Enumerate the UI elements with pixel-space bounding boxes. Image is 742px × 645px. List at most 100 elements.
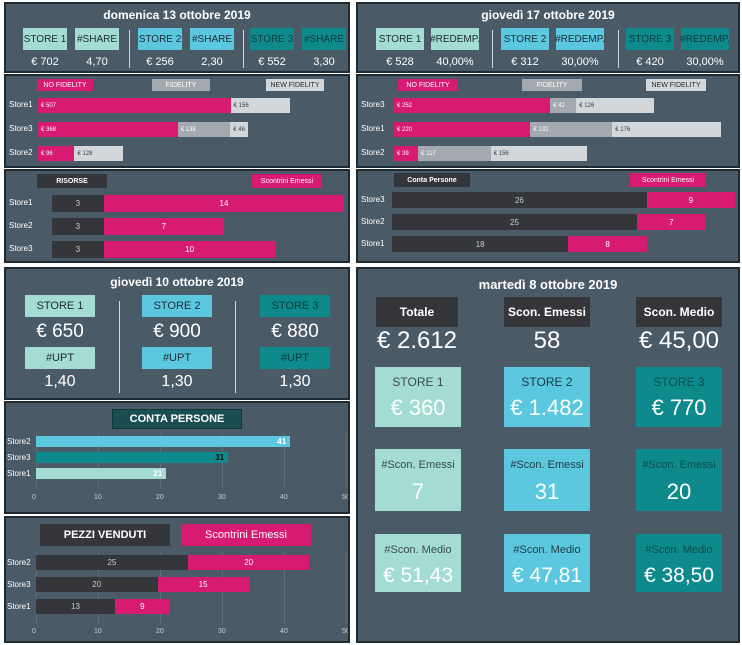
bar-primary[interactable]: 18 (392, 236, 568, 252)
legend-conta-persone[interactable]: Conta Persone (394, 173, 470, 187)
bar-primary[interactable]: 3 (52, 218, 104, 235)
scon-emessi-value: 58 (492, 327, 602, 355)
legend-new-fidelity[interactable]: NEW FIDELITY (646, 79, 706, 91)
panel-giovedi-10: giovedì 10 ottobre 2019 STORE 1 € 650 #U… (4, 267, 350, 400)
store2-amount: € 312 (497, 56, 553, 68)
legend-no-fidelity[interactable]: NO FIDELITY (37, 79, 93, 91)
tick-label: 20 (156, 628, 164, 635)
bar-scontrini[interactable]: 20 (188, 555, 310, 570)
bar-no[interactable]: € 507 (38, 98, 231, 113)
bar-no[interactable]: € 252 (394, 98, 550, 113)
bar-no[interactable]: € 368 (38, 122, 178, 137)
bar-fid[interactable]: € 42 (550, 98, 576, 113)
bar-scontrini[interactable]: 9 (115, 599, 170, 614)
row-label: Store1 (361, 239, 385, 248)
bar-primary[interactable]: 3 (52, 195, 104, 212)
store1-amount: € 702 (17, 56, 73, 68)
bar-scontrini[interactable]: 15 (158, 577, 249, 592)
bar-scontrini[interactable]: 9 (647, 192, 735, 208)
bar-pezzi[interactable]: 25 (36, 555, 188, 570)
bar-scontrini[interactable]: 7 (104, 218, 224, 235)
bar-pezzi[interactable]: 20 (36, 577, 158, 592)
legend-no-fidelity[interactable]: NO FIDELITY (398, 79, 458, 91)
row-label: Store2 (9, 148, 33, 157)
panel-title: martedì 8 ottobre 2019 (358, 277, 738, 292)
upt-tile[interactable]: #UPT (25, 347, 95, 369)
legend-new-fidelity[interactable]: NEW FIDELITY (266, 79, 324, 91)
store1-tile[interactable]: STORE 1 (376, 28, 424, 50)
store3-redemp: 30,00% (677, 56, 733, 68)
upt-tile[interactable]: #UPT (260, 347, 330, 369)
bar-fid[interactable]: € 117 (418, 146, 491, 161)
redemp-tile[interactable]: #REDEMP. (431, 28, 479, 50)
scon-emessi-label[interactable]: Scon. Emessi (504, 297, 590, 327)
bar-scontrini[interactable]: 14 (104, 195, 345, 212)
legend-risorse[interactable]: RISORSE (37, 174, 107, 188)
separator (119, 301, 120, 393)
share-tile[interactable]: #SHARE (75, 28, 119, 50)
bar-conta[interactable]: 41 (36, 436, 290, 447)
bar-fid[interactable]: € 138 (178, 122, 230, 137)
emessi-label: #Scon. Emessi (636, 459, 722, 471)
store1-upt: 1,40 (15, 373, 105, 391)
conta-persone-title[interactable]: CONTA PERSONE (112, 409, 242, 429)
pezzi-venduti-chart: PEZZI VENDUTI Scontrini Emessi 0 10 20 30 40… (4, 516, 350, 643)
bar-scontrini[interactable]: 10 (104, 241, 276, 258)
bar-primary[interactable]: 26 (392, 192, 647, 208)
medio-value: € 47,81 (500, 564, 594, 588)
legend-scontrini[interactable]: Scontrini Emessi (252, 174, 322, 188)
store1-share: 4,70 (69, 56, 125, 68)
store3-tile[interactable]: STORE 3 (626, 28, 674, 50)
bar-new[interactable]: € 156 (491, 146, 588, 161)
tick-label: 0 (32, 628, 36, 635)
share-tile[interactable]: #SHARE (190, 28, 234, 50)
fidelity-chart-1: NO FIDELITY FIDELITY NEW FIDELITY Store1… (4, 74, 350, 168)
separator (129, 30, 130, 68)
row-label: Store3 (7, 580, 31, 589)
legend-scontrini[interactable]: Scontrini Emessi (630, 173, 706, 187)
gridline (346, 433, 347, 487)
row-label: Store2 (361, 217, 385, 226)
store2-tile[interactable]: STORE 2 (142, 295, 212, 317)
tick-label: 50 (342, 628, 350, 635)
store3-tile[interactable]: STORE 3 (260, 295, 330, 317)
bar-primary[interactable]: 3 (52, 241, 104, 258)
store1-tile[interactable]: STORE 1 (23, 28, 67, 50)
store2-tile[interactable]: STORE 2 (138, 28, 182, 50)
bar-no[interactable]: € 39 (394, 146, 418, 161)
bar-conta[interactable]: 21 (36, 468, 166, 479)
store3-tile[interactable]: STORE 3 (250, 28, 294, 50)
bar-no[interactable]: € 220 (394, 122, 530, 137)
row-label: Store1 (9, 100, 33, 109)
legend-scontrini[interactable]: Scontrini Emessi (181, 524, 311, 546)
redemp-tile[interactable]: #REDEMP. (556, 28, 604, 50)
scon-medio-label[interactable]: Scon. Medio (636, 297, 722, 327)
bar-conta[interactable]: 31 (36, 452, 228, 463)
bar-fid[interactable]: € 132 (530, 122, 612, 137)
legend-fidelity[interactable]: FIDELITY (152, 79, 210, 91)
legend-pezzi-venduti[interactable]: PEZZI VENDUTI (40, 524, 170, 546)
store1-tile[interactable]: STORE 1 (25, 295, 95, 317)
bar-new[interactable]: € 156 (231, 98, 290, 113)
bar-no[interactable]: € 96 (38, 146, 74, 161)
risorse-chart: RISORSE Scontrini Emessi Store1 3 14 Store2… (4, 169, 350, 263)
legend-fidelity[interactable]: FIDELITY (522, 79, 582, 91)
bar-new[interactable]: € 176 (612, 122, 721, 137)
bar-new[interactable]: € 128 (74, 146, 123, 161)
row-label: Store2 (361, 148, 385, 157)
store3-value: € 770 (636, 395, 722, 421)
bar-scontrini[interactable]: 8 (568, 236, 646, 252)
store2-tile[interactable]: STORE 2 (501, 28, 549, 50)
bar-pezzi[interactable]: 13 (36, 599, 115, 614)
separator (235, 301, 236, 393)
totale-label[interactable]: Totale (376, 297, 458, 327)
share-tile[interactable]: #SHARE (302, 28, 346, 50)
bar-new[interactable]: € 46 (230, 122, 247, 137)
row-label: Store2 (7, 558, 31, 567)
bar-scontrini[interactable]: 7 (637, 214, 706, 230)
bar-new[interactable]: € 126 (576, 98, 654, 113)
bar-primary[interactable]: 25 (392, 214, 637, 230)
redemp-tile[interactable]: #REDEMP. (681, 28, 729, 50)
upt-tile[interactable]: #UPT (142, 347, 212, 369)
medio-value: € 51,43 (371, 564, 465, 588)
